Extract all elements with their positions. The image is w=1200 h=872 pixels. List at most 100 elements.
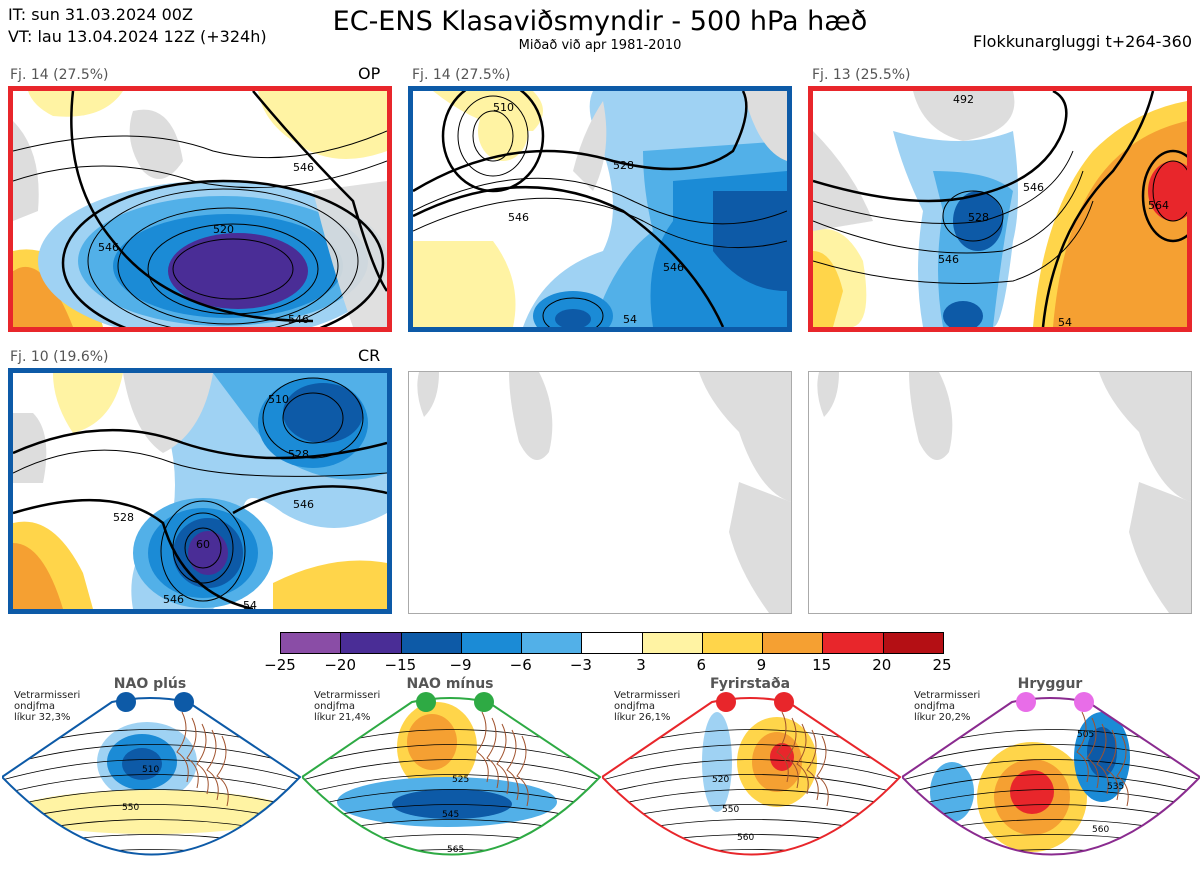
coastline [1116, 735, 1129, 807]
contour-label: 546 [293, 498, 314, 511]
regime-name: Fyrirstaða [709, 676, 791, 692]
empty-map-5 [408, 371, 792, 614]
regime-outline [302, 697, 602, 856]
coastline [486, 717, 499, 789]
cluster-map-2: 510 528 546 546 54 [408, 86, 792, 332]
colorbar-tick-label: −25 [264, 656, 296, 674]
regime-name: NAO plús [113, 676, 187, 692]
coastline [196, 723, 209, 795]
page-title: EC-ENS Klasaviðsmyndir - 500 hPa hæð [332, 6, 868, 37]
coastline [516, 735, 529, 807]
coastline [1106, 729, 1119, 801]
coastline [186, 717, 199, 789]
regime-info: Vetrarmisseri ondjfma líkur 20,2% [914, 690, 981, 723]
valid-time: VT: lau 13.04.2024 12Z (+324h) [8, 27, 267, 46]
coastline [506, 729, 519, 801]
init-time: IT: sun 31.03.2024 00Z [8, 5, 193, 24]
regime-map: 525 545 565 [302, 692, 602, 856]
contour-label: 546 [163, 593, 184, 606]
anomaly-area [392, 789, 512, 819]
regime-marker-dot [116, 692, 136, 712]
colorbar-cell [460, 633, 522, 653]
colorbar-cell [581, 633, 642, 653]
isohypse [902, 759, 1200, 781]
regime-marker-dot [474, 692, 494, 712]
isohypse [2, 774, 300, 795]
contour-label: 565 [447, 845, 464, 855]
anomaly-area [1012, 856, 1042, 868]
regime-info: Vetrarmisseri ondjfma líkur 21,4% [314, 690, 381, 723]
contour-label: 520 [712, 775, 729, 785]
contour-label: 546 [1023, 181, 1044, 194]
contour-label: 550 [722, 805, 739, 815]
window-label: Flokkunargluggi t+264-360 [973, 32, 1192, 51]
isohypse [2, 789, 300, 809]
regime-marker-dot [774, 692, 794, 712]
colorbar-cell [882, 633, 943, 653]
isohypse [602, 849, 900, 855]
regime-name: NAO mínus [406, 676, 494, 692]
contour-label: 546 [293, 161, 314, 174]
isohypse [2, 759, 300, 781]
panel-3-label: Fj. 13 (25.5%) [812, 67, 911, 83]
isohypse [302, 849, 600, 855]
cluster-map-1: 520 546 546 546 [8, 86, 392, 332]
isohypse [302, 759, 600, 781]
contour-label: 546 [508, 211, 529, 224]
contour-label: 520 [213, 223, 234, 236]
regime-outline [2, 697, 302, 856]
regime-outline [902, 697, 1200, 856]
isohypse [902, 774, 1200, 795]
coastline [206, 729, 219, 801]
contour-label: 528 [288, 448, 309, 461]
contour-label: 510 [493, 101, 514, 114]
colorbar-cell [521, 633, 582, 653]
colorbar-cell [340, 633, 401, 653]
cluster-map-3: 492 528 546 546 564 54 [808, 86, 1192, 332]
regime-marker-dot [416, 692, 436, 712]
contour-label: 54 [1058, 316, 1072, 327]
regime-marker-dot [1074, 692, 1094, 712]
colorbar-tick-label: −3 [569, 656, 592, 674]
isohypse [902, 849, 1200, 855]
contour-label: 525 [452, 775, 469, 785]
isohypse [902, 789, 1200, 809]
coastline [176, 711, 189, 783]
contour-label: 60 [196, 538, 210, 551]
colorbar-tick-label: −20 [324, 656, 356, 674]
page-subtitle: Miðað við apr 1981-2010 [518, 38, 682, 53]
coastline [1096, 723, 1109, 795]
regime-marker-dot [716, 692, 736, 712]
contour-label: 510 [268, 393, 289, 406]
coastline [1086, 717, 1099, 789]
colorbar-tick-label: −15 [384, 656, 417, 674]
anomaly-area [122, 748, 162, 780]
contour-label: 528 [613, 159, 634, 172]
anomaly-area [930, 762, 974, 822]
empty-map-6 [808, 371, 1192, 614]
colorbar-tick-label: −6 [509, 656, 532, 674]
contour-label: 560 [1092, 825, 1109, 835]
contour-label: 560 [737, 833, 754, 843]
contour-label: 54 [623, 313, 637, 326]
regime-marker-dot [1016, 692, 1036, 712]
panel-4-label: Fj. 10 (19.6%) [10, 349, 109, 365]
panel-2-label: Fj. 14 (27.5%) [412, 67, 511, 83]
regime-marker-dot [174, 692, 194, 712]
anomaly-area [770, 743, 794, 771]
isohypse [302, 774, 600, 795]
coastline [776, 711, 789, 783]
colorbar-tick-label: −9 [449, 656, 472, 674]
colorbar-tick-label: 15 [812, 656, 832, 674]
isohypse [602, 759, 900, 781]
contour-label: 546 [938, 253, 959, 266]
contour-label: 546 [288, 313, 309, 326]
isohypse [602, 774, 900, 795]
contour-label: 505 [1077, 730, 1094, 740]
colorbar [280, 632, 944, 654]
isohypse [302, 744, 600, 767]
anomaly-area [702, 712, 732, 812]
coastline [496, 723, 509, 795]
contour-label: 545 [442, 810, 459, 820]
regime-map: 510 550 [2, 692, 302, 856]
